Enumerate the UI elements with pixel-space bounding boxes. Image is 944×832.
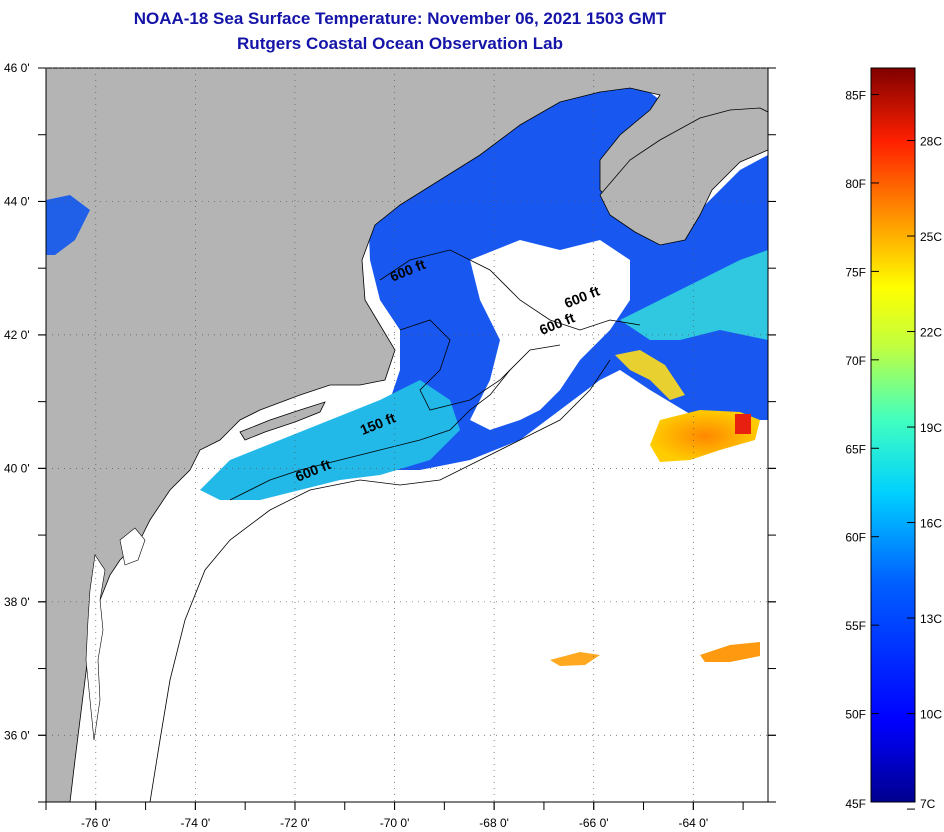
- colorbar-c-label: 7C: [920, 797, 936, 811]
- lat-tick-label: 42 0': [4, 328, 30, 342]
- nova-scotia: [599, 107, 768, 246]
- colorbar-c-label: 25C: [920, 230, 942, 244]
- lon-tick-label: -70 0': [380, 816, 410, 830]
- colorbar-f-label: 65F: [845, 442, 866, 456]
- lon-tick-label: -74 0': [181, 816, 211, 830]
- contour-600ft-basin: [399, 319, 561, 411]
- map-subtitle: Rutgers Coastal Ocean Observation Lab: [237, 34, 563, 53]
- lake-ontario: [46, 195, 90, 255]
- colorbar: [870, 67, 916, 803]
- contour-150ft: [229, 369, 511, 501]
- lon-tick-label: -76 0': [81, 816, 111, 830]
- lon-tick-label: -64 0': [678, 816, 708, 830]
- colorbar-f-label: 60F: [845, 531, 866, 545]
- lon-tick-label: -66 0': [579, 816, 609, 830]
- axis-labels: -76 0' -74 0' -72 0' -70 0' -68 0' -66 0' -64 …: [4, 61, 708, 830]
- contour-600ft-shelf: [149, 359, 611, 802]
- colorbar-c-label: 22C: [920, 326, 942, 340]
- sst-warm-front: [615, 350, 685, 400]
- sst-shelf-water-east: [620, 250, 768, 340]
- chesapeake-bay: [85, 554, 106, 741]
- graticule: [38, 67, 776, 810]
- lat-tick-label: 44 0': [4, 194, 30, 208]
- lat-tick-label: 36 0': [4, 728, 30, 742]
- colorbar-c-label: 13C: [920, 612, 942, 626]
- colorbar-c-label: 19C: [920, 421, 942, 435]
- sst-warm-eddy: [650, 410, 760, 462]
- colorbar-f-label: 80F: [845, 177, 866, 191]
- colorbar-f-label: 45F: [845, 797, 866, 811]
- colorbar-c-label: 10C: [920, 708, 942, 722]
- colorbar-f-label: 50F: [845, 708, 866, 722]
- contour-600ft-gom: [379, 249, 641, 331]
- long-island: [239, 401, 326, 441]
- sst-warm-streak-2: [700, 642, 760, 662]
- colorbar-c-label: 16C: [920, 517, 942, 531]
- lat-tick-label: 40 0': [4, 461, 30, 475]
- colorbar-c-label: 28C: [920, 135, 942, 149]
- colorbar-f-label: 75F: [845, 265, 866, 279]
- lat-tick-label: 46 0': [4, 61, 30, 75]
- delaware-bay: [119, 527, 146, 566]
- sst-warm-streak: [550, 652, 600, 666]
- lon-tick-label: -68 0': [479, 816, 509, 830]
- colorbar-f-label: 85F: [845, 89, 866, 103]
- lat-tick-label: 38 0': [4, 595, 30, 609]
- sst-hot-spot: [735, 414, 751, 434]
- colorbar-labels: 85F 80F 75F 70F 65F 60F 55F 50F 45F 28C 25C 22C 19C 1…: [845, 89, 942, 811]
- lon-tick-label: -72 0': [280, 816, 310, 830]
- colorbar-f-label: 55F: [845, 619, 866, 633]
- map-title: NOAA-18 Sea Surface Temperature: Novembe…: [133, 9, 667, 28]
- sst-shelf-water: [200, 380, 460, 500]
- colorbar-f-label: 70F: [845, 354, 866, 368]
